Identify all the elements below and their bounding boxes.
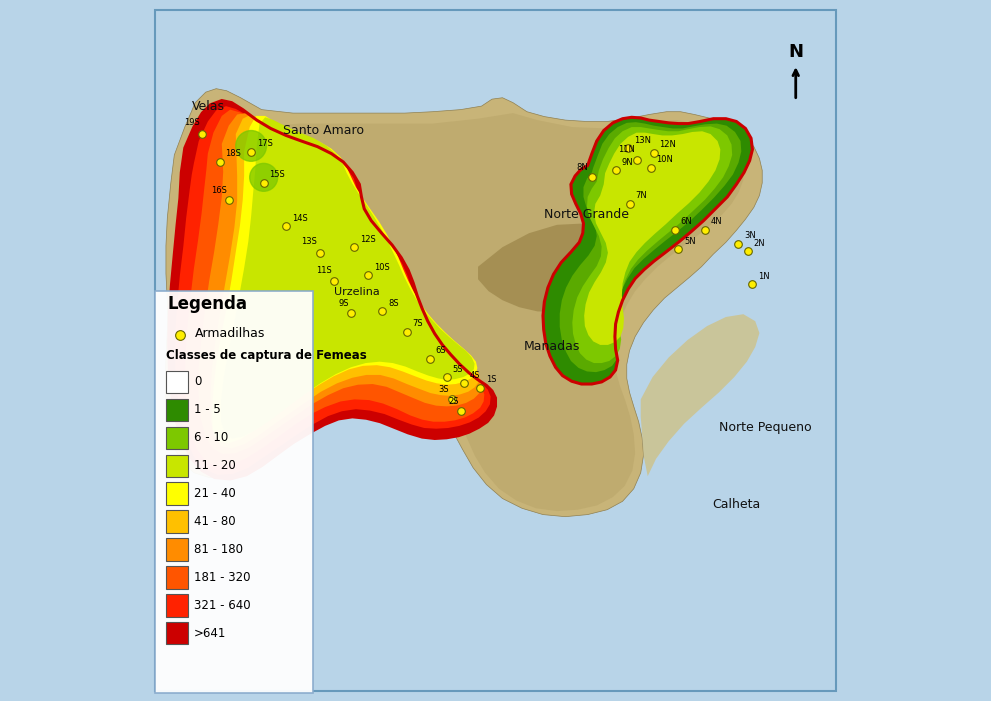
Polygon shape [478,224,634,312]
Text: 3N: 3N [744,231,756,240]
Polygon shape [175,106,491,475]
Text: 21 - 40: 21 - 40 [194,487,236,500]
Text: 9N: 9N [621,158,633,167]
Text: 41 - 80: 41 - 80 [194,515,236,528]
Polygon shape [221,117,475,439]
Text: 6S: 6S [435,346,446,355]
Text: Calheta: Calheta [712,498,760,510]
Bar [165,399,188,421]
Text: 19S: 19S [184,118,200,127]
Text: N: N [788,43,804,61]
FancyBboxPatch shape [156,291,312,693]
Bar [165,594,188,616]
Text: 10S: 10S [374,263,389,271]
Text: 81 - 180: 81 - 180 [194,543,243,556]
Polygon shape [211,114,480,448]
Bar [165,510,188,533]
Text: 6 - 10: 6 - 10 [194,431,228,444]
Polygon shape [223,113,743,511]
Text: 18S: 18S [225,149,241,158]
Text: 2S: 2S [449,397,459,406]
Text: 1N: 1N [758,272,770,280]
Text: Manadas: Manadas [523,341,580,353]
Bar [165,538,188,561]
Text: 321 - 640: 321 - 640 [194,599,251,612]
Text: 181 - 320: 181 - 320 [194,571,251,584]
Text: Velas: Velas [192,100,225,113]
Polygon shape [584,131,720,345]
Circle shape [236,130,267,161]
Text: 9S: 9S [338,299,349,308]
Polygon shape [560,122,741,372]
Text: 1 - 5: 1 - 5 [194,403,221,416]
Text: 6N: 6N [681,217,693,226]
Text: 13N: 13N [634,135,651,144]
Polygon shape [212,116,478,443]
Text: 12N: 12N [660,140,677,149]
Text: 3S: 3S [439,385,449,394]
Bar [165,622,188,644]
Text: 11N: 11N [618,145,635,154]
Bar [165,566,188,589]
Circle shape [250,163,277,191]
Polygon shape [543,117,752,384]
Text: 2N: 2N [754,239,765,248]
Polygon shape [573,126,732,363]
Text: Santo Amaro: Santo Amaro [282,124,364,137]
Text: Norte Pequeno: Norte Pequeno [718,421,812,434]
Text: Urzelina: Urzelina [334,287,380,297]
Text: 0: 0 [194,376,201,388]
Text: Legenda: Legenda [167,294,248,313]
Text: 11S: 11S [316,266,331,275]
Text: 16S: 16S [211,186,227,195]
Text: Armadilhas: Armadilhas [195,327,266,339]
Text: Classes de captura de Femeas: Classes de captura de Femeas [165,349,367,362]
Text: 5N: 5N [684,237,696,246]
Text: 7N: 7N [635,191,647,200]
Text: 10N: 10N [656,155,673,164]
Text: 4S: 4S [470,371,481,380]
Polygon shape [641,314,759,476]
Text: 11 - 20: 11 - 20 [194,459,236,472]
Text: 15S: 15S [270,170,285,179]
Bar [165,371,188,393]
Polygon shape [168,100,496,479]
Bar [165,427,188,449]
FancyBboxPatch shape [155,10,836,691]
Text: 17S: 17S [257,139,273,148]
Text: 14S: 14S [291,214,307,223]
Text: >641: >641 [194,627,226,640]
Bar [165,482,188,505]
Polygon shape [165,88,762,517]
Text: 1S: 1S [486,375,496,384]
Polygon shape [185,109,485,465]
Text: 12S: 12S [360,235,376,244]
Bar [165,454,188,477]
Text: 7S: 7S [412,319,423,328]
Text: 4N: 4N [711,217,722,226]
Text: Norte Grande: Norte Grande [544,207,629,221]
Text: 8N: 8N [577,163,589,172]
Text: 8S: 8S [387,299,398,308]
Text: 5S: 5S [452,365,463,374]
Polygon shape [199,113,482,454]
Text: 13S: 13S [301,237,317,246]
